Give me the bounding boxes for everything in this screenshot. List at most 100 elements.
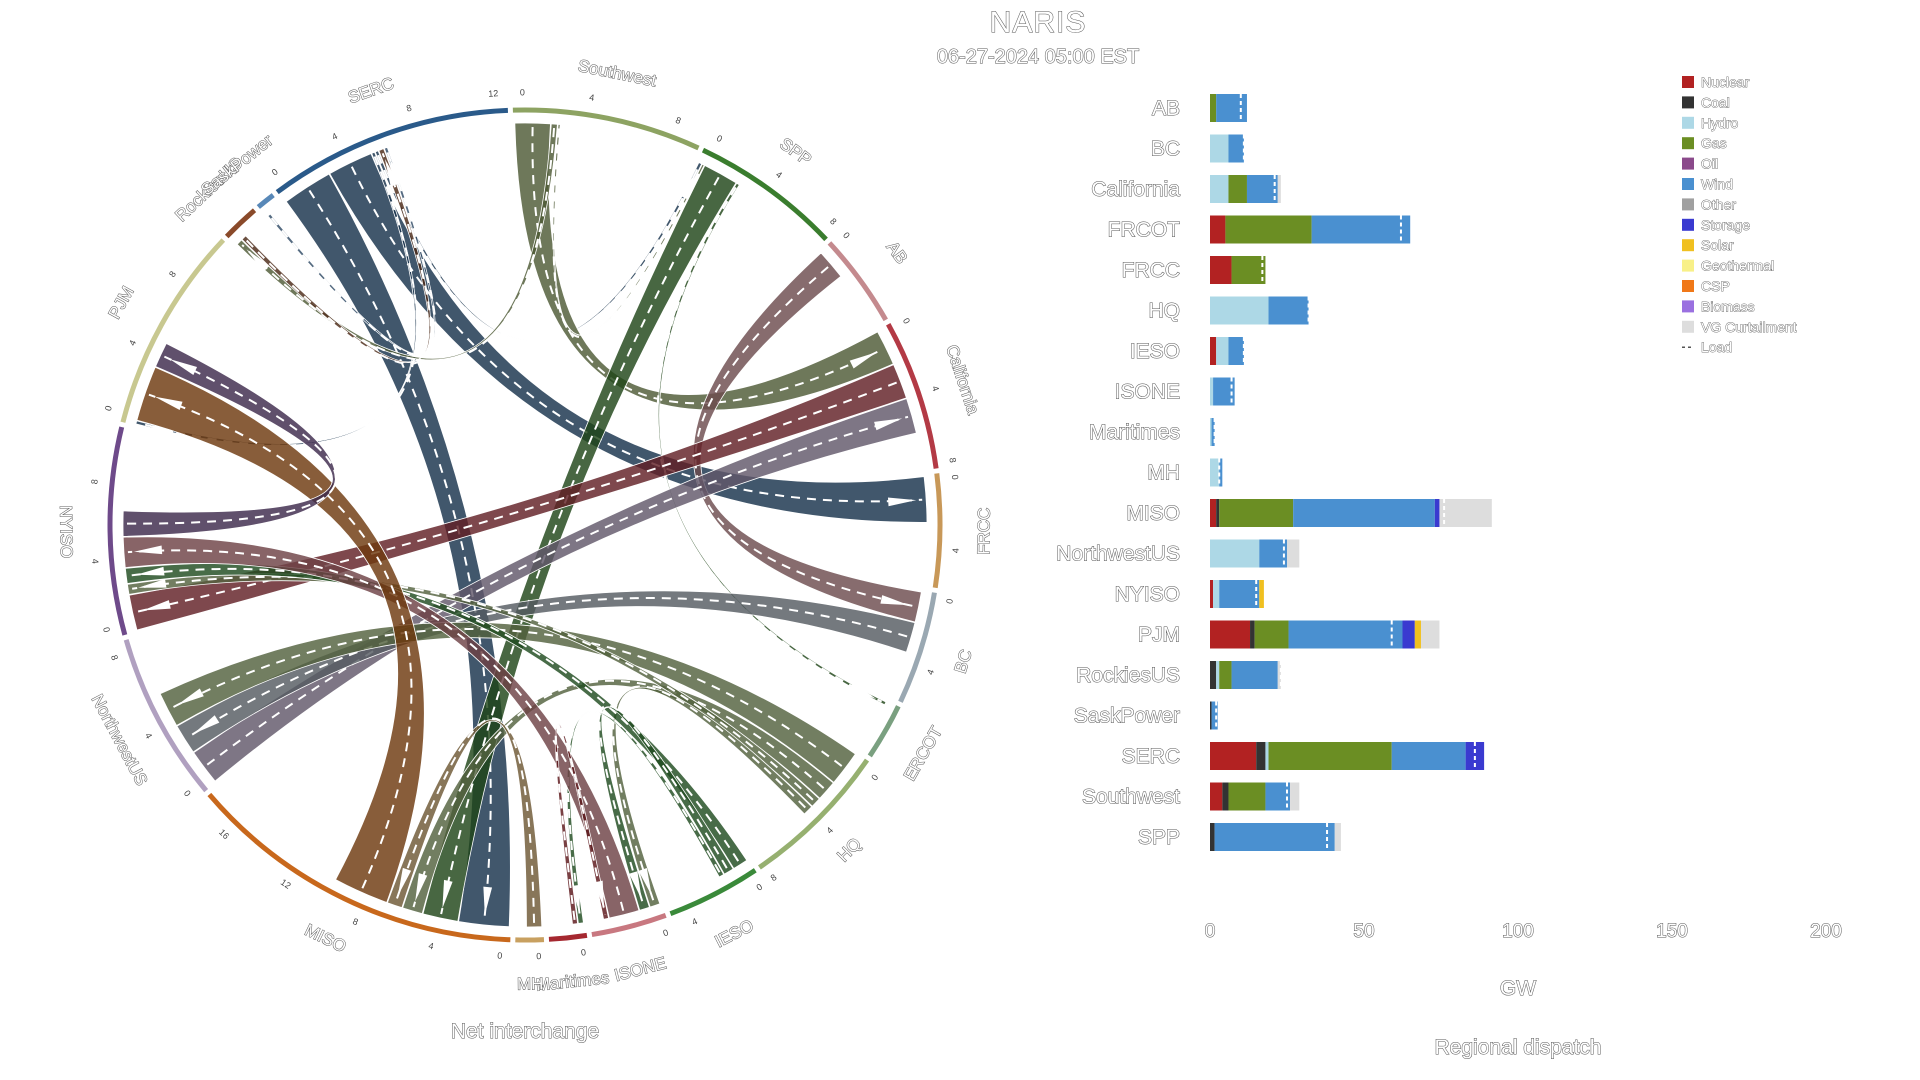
flow-direction-california-nyiso xyxy=(136,381,898,613)
flow-direction-hq-nyiso xyxy=(131,575,814,801)
chord-ticks: 0 480480048040404804000048121604804804804… xyxy=(89,87,960,961)
category-label-frcc: FRCC xyxy=(1122,259,1180,282)
bar-southwest-gas xyxy=(1228,782,1266,811)
tick-label-hq: 8 xyxy=(769,872,779,883)
legend-label-geothermal: Geothermal xyxy=(1701,258,1774,274)
flow-direction-serc-spp xyxy=(377,154,700,344)
bar-rockiesus-vg-curtailment xyxy=(1277,661,1281,689)
bar-frcot-wind xyxy=(1311,215,1411,244)
bar-pjm-coal xyxy=(1250,620,1255,649)
bar-frcot-nuclear xyxy=(1210,215,1226,244)
bar-frcc-nuclear xyxy=(1210,256,1232,284)
tick-label-pjm: 8 xyxy=(167,269,178,279)
tick-label-spp: 4 xyxy=(774,169,784,180)
region-arc-pjm xyxy=(120,238,226,423)
tick-label-serc: 12 xyxy=(488,88,499,99)
bar-spp-vg-curtailment xyxy=(1334,823,1341,851)
bar-bc-wind xyxy=(1228,134,1244,163)
tick-label-southwest: 0 xyxy=(520,87,525,97)
chord-ribbon-isone-nyiso xyxy=(122,536,640,919)
region-arc-maritimes xyxy=(548,932,588,942)
tick-label-northwestus: 4 xyxy=(143,731,154,740)
bar-maritimes-hydro xyxy=(1210,418,1212,446)
bar-miso-vg-curtailment xyxy=(1439,499,1492,527)
chord-ribbon-ab-bc xyxy=(692,252,922,623)
flow-arrowhead-california-nyiso xyxy=(142,600,171,611)
tick-label-california: 0 xyxy=(901,316,912,325)
flow-direction-hq-northwestus xyxy=(171,628,843,767)
bar-nyiso-hydro xyxy=(1213,580,1220,608)
flow-direction-isone-nyiso xyxy=(127,549,625,911)
flow-arrowhead-serc-frcc xyxy=(887,497,917,507)
bar-mh-hydro xyxy=(1210,458,1220,487)
region-arc-miso xyxy=(207,792,511,943)
bar-pjm-solar xyxy=(1414,620,1421,649)
category-label-nyiso: NYISO xyxy=(1115,583,1180,606)
bar-spp-wind xyxy=(1214,823,1335,851)
bar-california-gas xyxy=(1228,175,1247,203)
legend-label-gas: Gas xyxy=(1701,135,1727,151)
region-arc-isone xyxy=(591,913,667,938)
flow-arrowhead-nyiso-pjm xyxy=(169,359,198,375)
legend-label-storage: Storage xyxy=(1701,217,1750,233)
region-arc-saskpower xyxy=(256,193,275,209)
category-label-spp: SPP xyxy=(1138,826,1180,849)
flow-direction-maritimes-isone xyxy=(554,720,607,921)
tick-label-pjm: 4 xyxy=(127,338,138,347)
bar-nyiso-nuclear xyxy=(1210,580,1214,608)
legend-swatch-oil xyxy=(1682,157,1694,170)
bar-ab-wind xyxy=(1216,94,1247,122)
tick-label-miso: 12 xyxy=(279,877,293,891)
category-label-rockiesus: RockiesUS xyxy=(1076,664,1180,687)
flow-direction-hq-isone xyxy=(612,685,806,902)
legend-swatch-nuclear xyxy=(1682,76,1694,88)
tick-label-california: 4 xyxy=(930,385,941,393)
x-tick-label: 0 xyxy=(1205,921,1216,942)
legend-label-biomass: Biomass xyxy=(1701,298,1755,314)
legend-swatch-geothermal xyxy=(1682,259,1694,272)
bar-serc-coal xyxy=(1256,742,1266,770)
region-arc-frcc xyxy=(932,473,943,589)
bar-pjm-nuclear xyxy=(1210,620,1251,649)
bar-pjm-wind xyxy=(1288,620,1403,649)
category-label-saskpower: SaskPower xyxy=(1074,705,1180,728)
legend-label-load: Load xyxy=(1701,339,1732,355)
chord-ribbon-miso-pjm xyxy=(136,366,425,903)
flow-direction-spp-miso xyxy=(440,176,720,915)
region-label-nyiso: NYISO xyxy=(56,505,76,558)
chord-ribbon-nyiso-pjm xyxy=(122,342,336,537)
flow-direction-saskpower-serc xyxy=(270,151,437,358)
category-label-mh: MH xyxy=(1147,462,1180,485)
bar-northwestus-vg-curtailment xyxy=(1287,539,1300,568)
tick-label-spp: 0 xyxy=(715,133,724,144)
bar-ieso-hydro xyxy=(1216,337,1229,365)
tick-label-spp: 8 xyxy=(828,216,839,227)
flow-direction-bc-northwestus xyxy=(187,597,908,738)
category-label-maritimes: Maritimes xyxy=(1089,421,1180,444)
flow-direction-spp-ercot xyxy=(656,186,883,703)
region-arc-california xyxy=(886,323,939,469)
bar-hq-hydro xyxy=(1210,296,1269,325)
tick-label-serc: 4 xyxy=(330,131,339,142)
category-label-northwestus: NorthwestUS xyxy=(1056,543,1180,566)
bar-isone-hydro xyxy=(1210,377,1214,406)
bar-serc-wind xyxy=(1391,742,1466,770)
tick-label-miso: 8 xyxy=(351,916,360,927)
bar-caption-label: Regional dispatch xyxy=(1435,1036,1602,1059)
flow-direction-northwestus-california xyxy=(206,415,909,766)
flow-arrowhead-serc-spp xyxy=(679,172,696,200)
region-label-mh: MH xyxy=(517,974,544,993)
region-arc-spp xyxy=(701,147,828,242)
flow-direction-nyiso-pjm xyxy=(126,355,337,525)
legend-label-wind: Wind xyxy=(1701,176,1733,192)
flow-arrowhead-ieso-isone xyxy=(629,871,642,900)
bar-rockiesus-hydro xyxy=(1216,661,1220,689)
category-label-ab: AB xyxy=(1152,97,1180,120)
region-arc-bc xyxy=(898,592,937,703)
tick-label-mh: 0 xyxy=(536,951,541,961)
flow-arrowhead-northwestus-california xyxy=(874,418,903,431)
bar-saskpower-wind xyxy=(1211,701,1218,730)
bar-pjm-storage xyxy=(1402,620,1415,649)
